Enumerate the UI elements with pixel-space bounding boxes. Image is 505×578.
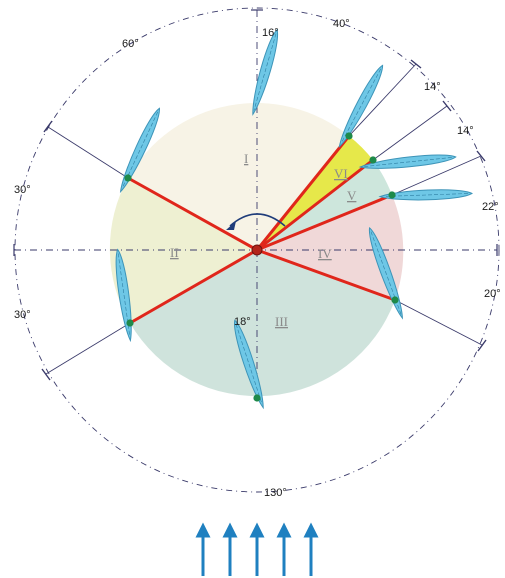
blade-right-upper xyxy=(378,189,473,201)
flow-arrows xyxy=(195,522,319,576)
spoke-upper-right-b xyxy=(255,158,375,252)
guide-tick-lower-left xyxy=(41,368,51,381)
guide-end-ticks xyxy=(41,59,487,381)
blade-upper-right-a xyxy=(338,64,384,149)
sector-label-IV: IV xyxy=(318,246,332,261)
angle-label-top-right: 40° xyxy=(333,18,350,30)
angle-label-bottom-blade: 18° xyxy=(234,316,251,328)
blade-upper-right-b xyxy=(358,154,457,169)
guide-tick-right-lower xyxy=(477,339,487,352)
angle-label-top-left: 60° xyxy=(122,38,139,50)
sector-label-V: V xyxy=(347,188,357,203)
spoke-upper-right-a xyxy=(255,134,351,252)
sector-label-II: II xyxy=(170,245,179,260)
guide-tick-upper-left xyxy=(43,120,53,133)
angle-label-upper-right-b: 14° xyxy=(457,125,474,137)
angle-label-left-upper: 30° xyxy=(14,184,31,196)
guide-tick-right-upper xyxy=(476,150,486,162)
sector-V-fill xyxy=(257,160,392,250)
sector-label-III: III xyxy=(275,314,288,329)
angle-label-right-lower: 20° xyxy=(484,288,501,300)
guide-line-upper-right-b xyxy=(372,105,448,161)
hinge-lower-left xyxy=(126,319,134,327)
central-hub xyxy=(251,244,263,256)
hinge-right-lower xyxy=(391,296,399,304)
guide-line-right-upper xyxy=(391,155,482,196)
sector-IV-fill xyxy=(257,195,404,300)
rotation-arrowhead xyxy=(226,221,236,230)
angle-label-bottom: 130° xyxy=(264,487,287,499)
spoke-right-lower xyxy=(255,248,397,302)
outer-orbit-circle xyxy=(14,7,500,493)
blade-top xyxy=(252,28,279,116)
red-spokes xyxy=(126,134,397,325)
hinge-bottom xyxy=(253,394,261,402)
hinge-upper-left xyxy=(124,174,132,182)
angle-label-upper-right-a: 14° xyxy=(424,81,441,93)
sector-label-VI: VI xyxy=(334,166,348,181)
sector-VI-fill xyxy=(257,136,373,250)
guide-tick-upper-right-b xyxy=(442,100,452,112)
hinge-right-upper xyxy=(388,191,396,199)
guide-tick-upper-right-a xyxy=(410,59,422,69)
hinge-upper-right-a xyxy=(345,132,353,140)
spoke-lower-left xyxy=(128,248,259,325)
spoke-right-upper xyxy=(255,193,394,252)
angle-label-right-upper: 22° xyxy=(482,201,499,213)
guide-line-upper-left xyxy=(47,126,129,179)
angle-label-top: 16° xyxy=(262,27,279,39)
sector-II-fill xyxy=(109,178,257,323)
sector-label-I: I xyxy=(244,151,248,166)
guide-lines xyxy=(45,63,483,375)
guide-line-upper-right-a xyxy=(348,63,417,137)
blade-bottom xyxy=(234,319,264,410)
sector-I-fill xyxy=(128,102,349,250)
guide-line-right-lower xyxy=(394,299,483,346)
spoke-upper-left xyxy=(126,176,259,252)
guide-line-lower-left xyxy=(45,322,131,375)
blades xyxy=(115,28,473,410)
angle-label-left-lower: 30° xyxy=(14,309,31,321)
hinge-upper-right-b xyxy=(369,156,377,164)
hinge-points xyxy=(124,132,399,402)
